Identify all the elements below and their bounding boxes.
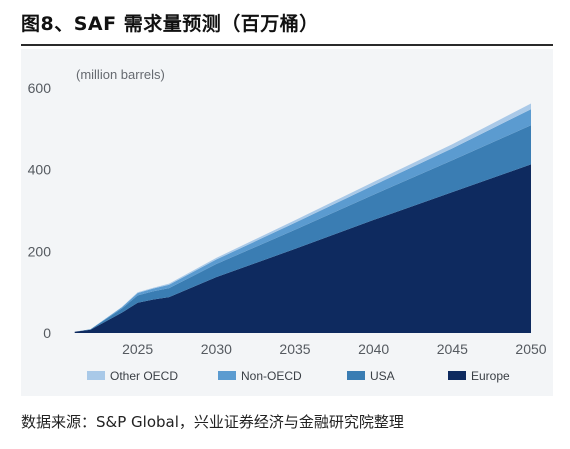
legend-label: Other OECD xyxy=(110,369,178,383)
y-tick-label: 400 xyxy=(28,162,52,178)
area-usa xyxy=(74,125,531,332)
area-europe xyxy=(74,164,531,333)
legend-label: Europe xyxy=(471,369,510,383)
x-tick-labels: 2025 2030 2035 2040 2045 2050 xyxy=(122,341,547,357)
y-axis-unit-label: (million barrels) xyxy=(76,67,165,82)
legend-item-non-oecd: Non-OECD xyxy=(218,369,302,383)
x-tick-label: 2030 xyxy=(201,341,232,357)
y-tick-label: 0 xyxy=(43,325,51,341)
legend-swatch xyxy=(87,371,105,380)
x-tick-label: 2050 xyxy=(515,341,546,357)
x-tick-label: 2035 xyxy=(279,341,310,357)
y-tick-label: 600 xyxy=(28,80,52,96)
legend: Other OECD Non-OECD USA Europe xyxy=(87,369,510,383)
area-non-oecd xyxy=(74,109,531,332)
area-series-group xyxy=(74,103,531,333)
legend-swatch xyxy=(448,371,466,380)
x-tick-label: 2040 xyxy=(358,341,389,357)
x-tick-label: 2045 xyxy=(437,341,468,357)
y-tick-label: 200 xyxy=(28,243,52,259)
chart-panel: 0 200 400 600 2025 2030 2035 2040 2045 2050 (mil… xyxy=(21,49,553,396)
legend-swatch xyxy=(218,371,236,380)
legend-item-usa: USA xyxy=(347,369,395,383)
legend-item-europe: Europe xyxy=(448,369,510,383)
area-chart: 0 200 400 600 2025 2030 2035 2040 2045 2050 (mil… xyxy=(28,67,547,383)
source-note: 数据来源：S&P Global，兴业证券经济与金融研究院整理 xyxy=(21,413,404,431)
y-tick-labels: 0 200 400 600 xyxy=(28,80,52,341)
legend-swatch xyxy=(347,371,365,380)
figure-title: 图8、SAF 需求量预测（百万桶） xyxy=(21,13,319,35)
title-rule xyxy=(21,44,553,46)
legend-label: USA xyxy=(370,369,395,383)
legend-item-other-oecd: Other OECD xyxy=(87,369,178,383)
x-tick-label: 2025 xyxy=(122,341,153,357)
legend-label: Non-OECD xyxy=(241,369,302,383)
area-other-oecd xyxy=(74,103,531,332)
